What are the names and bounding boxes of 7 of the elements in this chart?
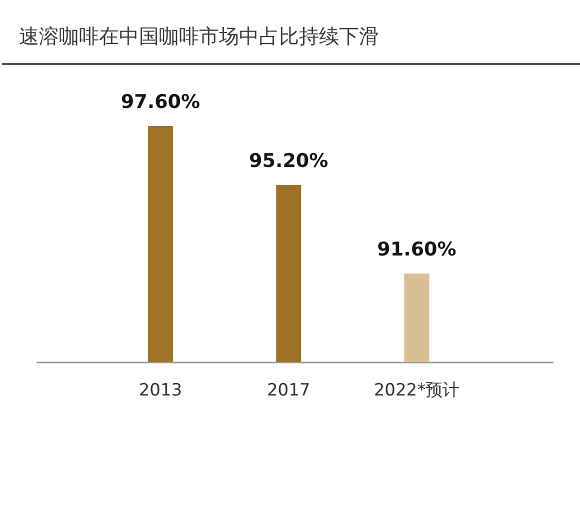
data-label: 95.20% <box>249 150 328 172</box>
data-label: 97.60% <box>120 91 200 113</box>
x-tick-label: 2017 <box>266 380 310 400</box>
x-tick-label: 2022*预计 <box>374 380 460 400</box>
data-label: 91.60% <box>377 238 456 260</box>
chart-title: 速溶咖啡在中国咖啡市场中占比持续下滑 <box>19 24 379 48</box>
x-tick-label: 2013 <box>138 380 182 400</box>
